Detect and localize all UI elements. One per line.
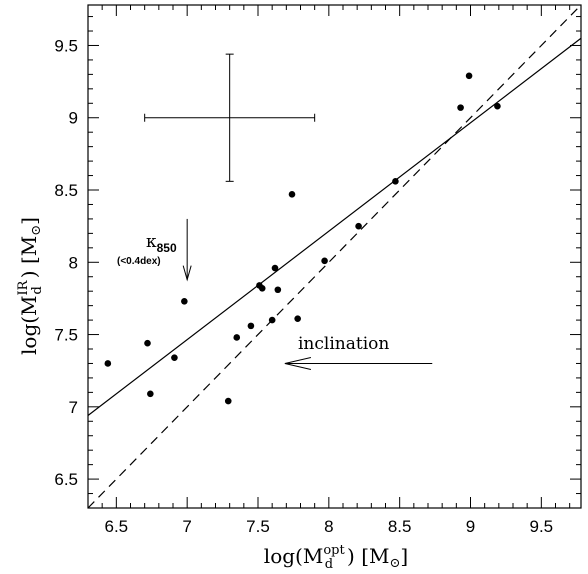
plot-frame	[87, 4, 582, 509]
annotations	[182, 218, 433, 370]
inclination-label: inclination	[298, 334, 389, 354]
x-axis-label-pre: log(M	[264, 544, 324, 568]
y-tick-label: 8	[69, 253, 78, 272]
y-tick-label: 7	[69, 398, 78, 417]
inclination-arrow-head	[284, 356, 312, 370]
y-axis-label-sub: d	[30, 286, 45, 294]
x-tick-label: 7	[182, 517, 191, 536]
data-point	[181, 298, 188, 305]
x-axis-label-sup: opt	[323, 543, 345, 558]
tick-marks	[87, 5, 581, 509]
data-point	[355, 222, 362, 230]
x-tick-label: 8	[324, 517, 333, 536]
x-axis-label-post: ) [M	[347, 544, 389, 568]
data-point	[171, 354, 178, 361]
y-tick-label: 9.5	[54, 36, 78, 55]
regression-lines	[87, 4, 582, 509]
x-tick-label: 9.5	[530, 517, 554, 536]
x-tick-label: 8.5	[388, 517, 412, 536]
kappa-note: (<0.4dex)	[117, 256, 161, 267]
kappa-symbol: κ	[146, 232, 157, 252]
data-point	[274, 286, 282, 294]
data-point	[494, 102, 501, 110]
data-point	[288, 191, 296, 198]
y-axis-label: log(MIRd ) [M⊙]	[16, 217, 45, 355]
data-point	[465, 72, 473, 80]
data-point	[321, 257, 328, 265]
data-point	[104, 360, 112, 367]
y-axis-label-sun: ⊙	[29, 225, 44, 236]
y-axis-label-end: ]	[17, 217, 41, 225]
y-axis-label-pre: log(M	[17, 295, 41, 355]
data-points	[104, 72, 501, 405]
data-point	[258, 284, 266, 292]
data-point	[271, 264, 279, 272]
data-point	[392, 178, 399, 185]
x-axis-label-sub: d	[325, 557, 333, 572]
data-point	[224, 397, 232, 405]
y-axis-label-post: ) [M	[17, 236, 41, 278]
data-point	[147, 390, 154, 398]
data-point	[144, 339, 151, 347]
fit-line	[87, 37, 582, 416]
error-bar-cross	[144, 53, 316, 182]
data-point	[247, 322, 255, 330]
y-tick-label: 7.5	[54, 326, 78, 345]
data-point	[268, 316, 276, 324]
kappa-label: κ850	[146, 232, 177, 255]
x-axis-label-end: ]	[400, 544, 408, 568]
y-tick-label: 6.5	[54, 470, 78, 489]
x-axis-label-sun: ⊙	[389, 556, 400, 571]
tick-labels: 6.5 7 7.5 8 8.5 9 9.5 6.5 7 7.5 8 8.5 9 9.5	[54, 36, 553, 536]
x-axis-label: log(Mopt d ) [M⊙]	[264, 543, 408, 572]
x-tick-label: 7.5	[246, 517, 270, 536]
y-tick-label: 9	[69, 109, 78, 128]
kappa-arrow-head	[182, 265, 192, 282]
data-point	[233, 334, 241, 341]
data-point	[294, 315, 301, 322]
x-tick-label: 6.5	[105, 517, 129, 536]
x-tick-label: 9	[466, 517, 475, 536]
y-axis-label-sup: IR	[16, 279, 31, 295]
y-tick-label: 8.5	[54, 181, 78, 200]
kappa-subscript: 850	[157, 241, 177, 255]
one-to-one-line	[87, 4, 582, 509]
data-point	[457, 104, 464, 111]
